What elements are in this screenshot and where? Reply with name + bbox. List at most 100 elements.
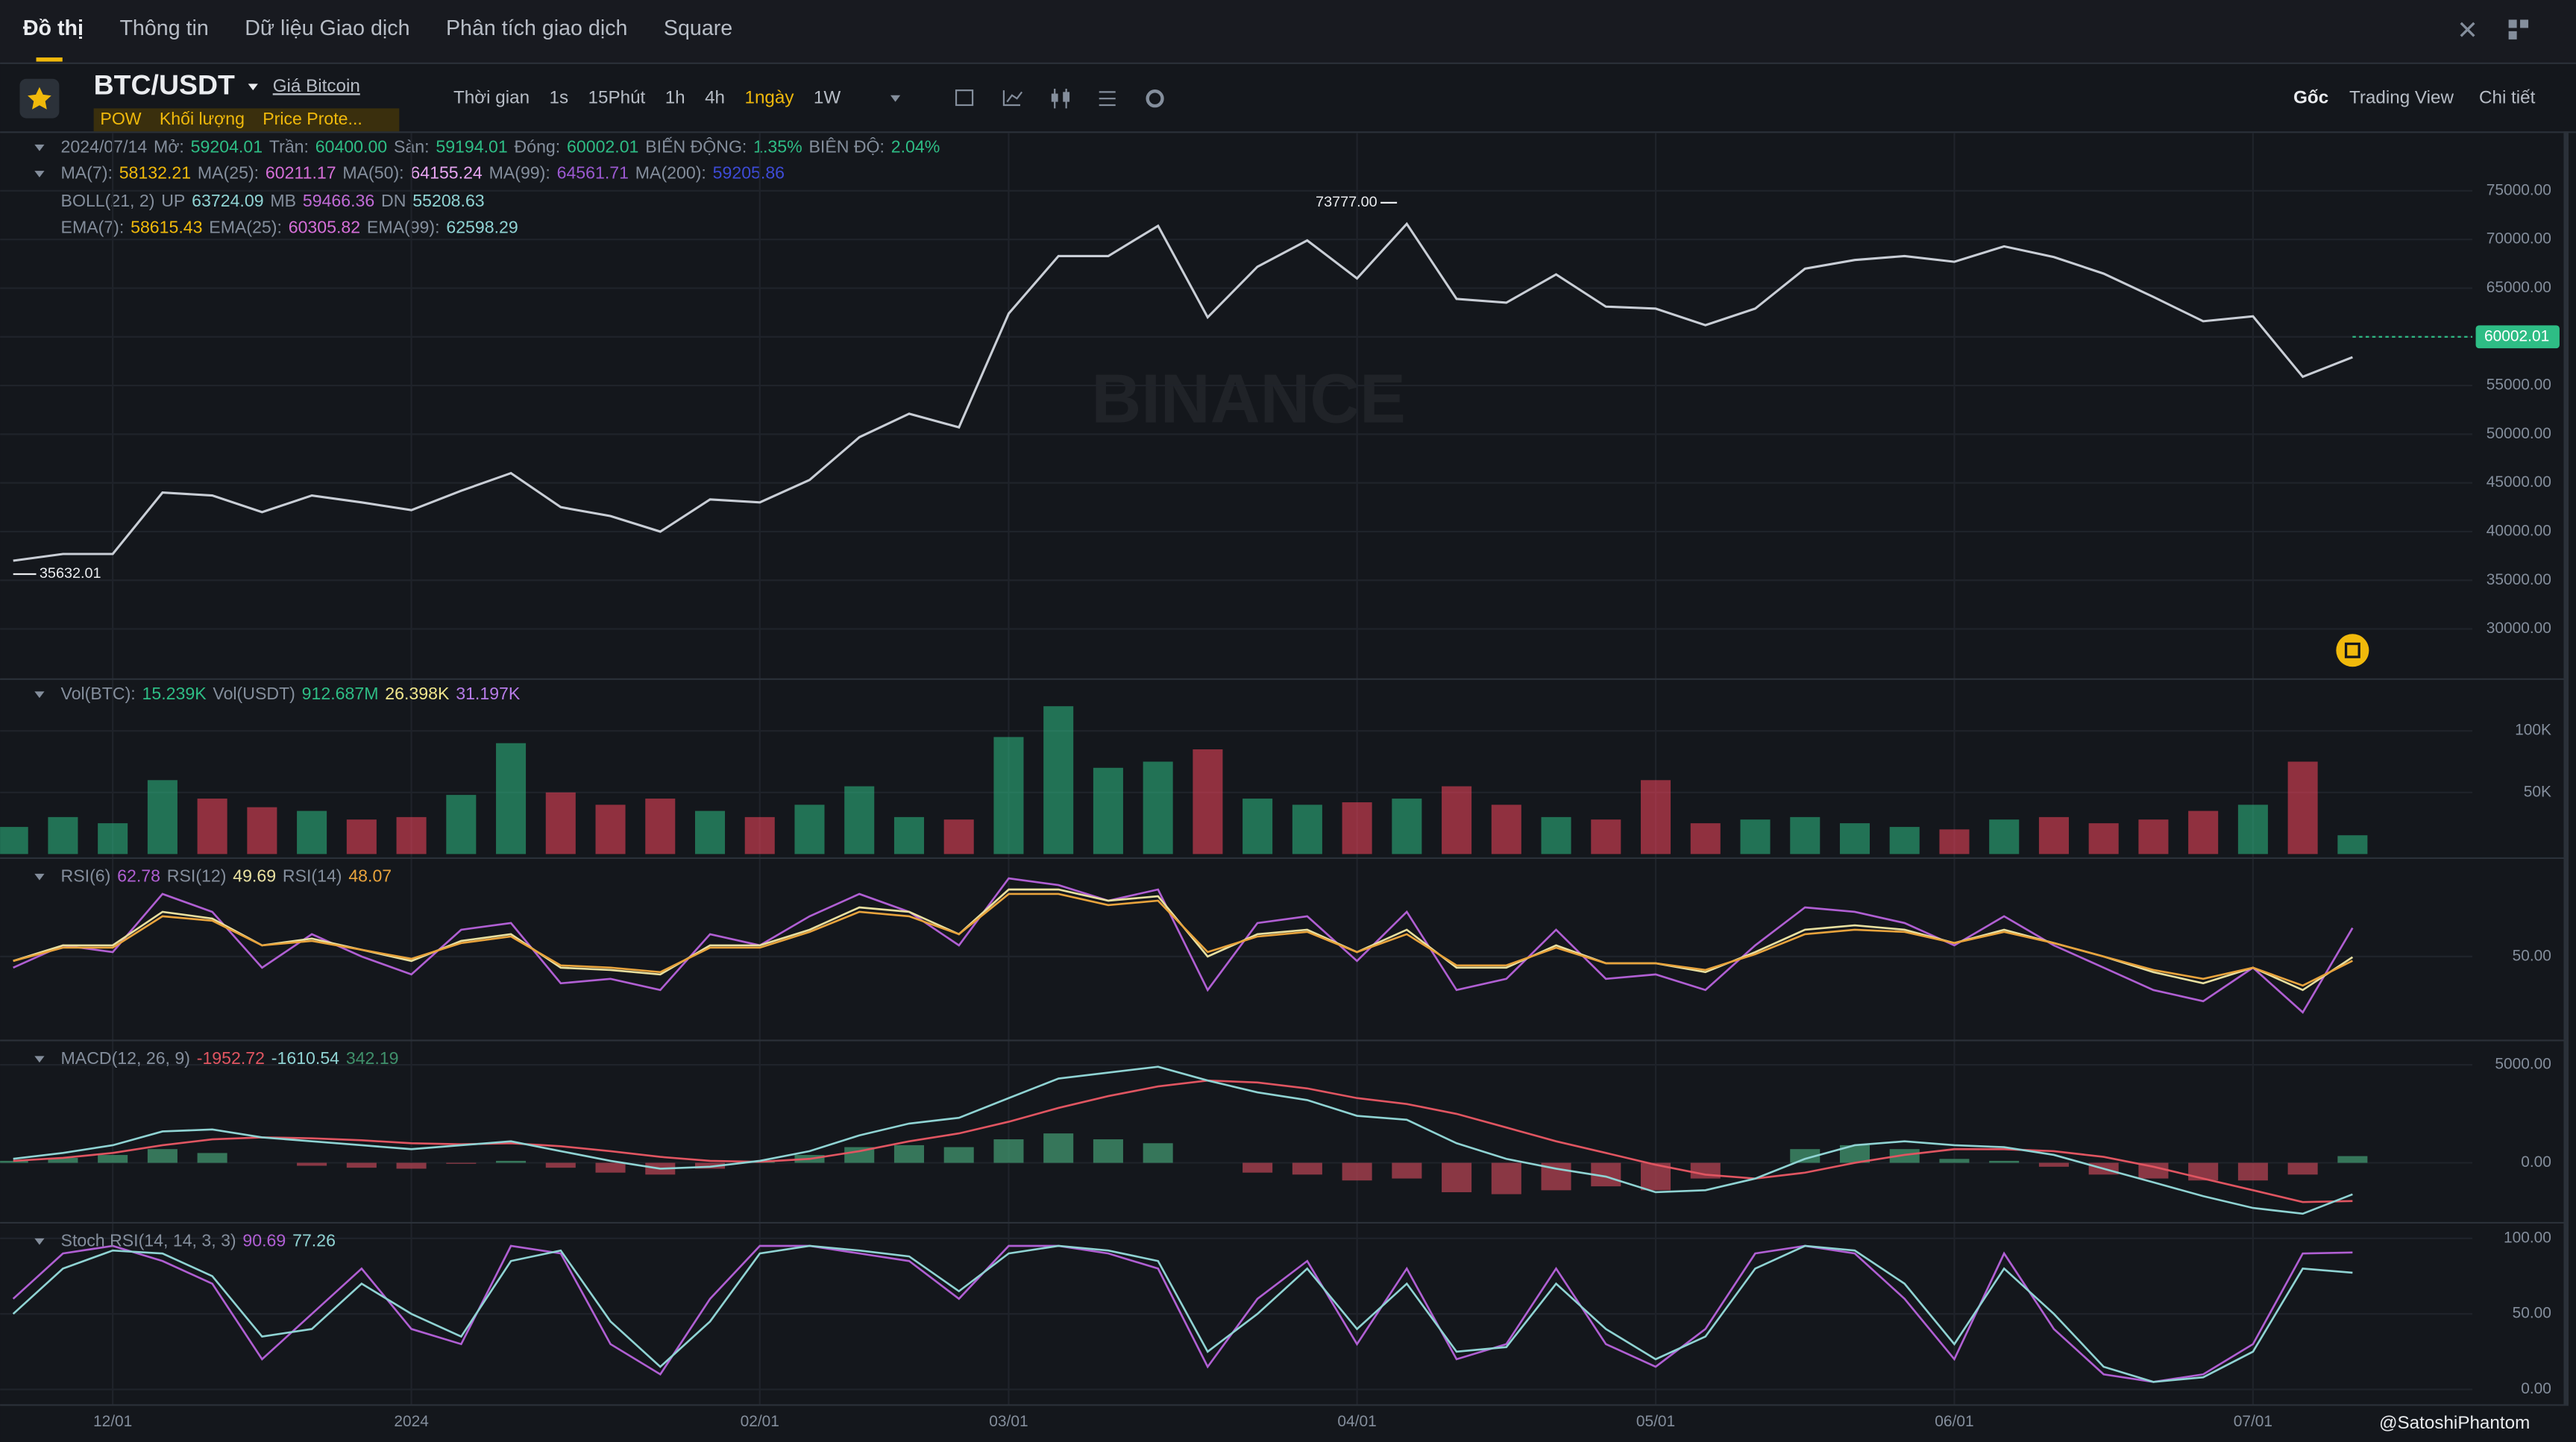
x-tick-label: 05/01	[1636, 1413, 1675, 1430]
macd-histogram-bar	[1939, 1159, 1970, 1163]
nav-tab[interactable]: Phân tích giao dịch	[446, 16, 627, 40]
info-item: Trần:	[269, 136, 309, 156]
y-tick-label: 30000.00	[2487, 620, 2551, 637]
volume-bar	[794, 805, 825, 854]
volume-bar	[645, 799, 676, 854]
legend-name: RSI(14)	[283, 866, 342, 885]
x-tick-label: 12/01	[93, 1413, 132, 1430]
volume-bar	[1243, 799, 1273, 854]
nav-tab[interactable]: Đồ thị	[23, 16, 84, 40]
notification-button[interactable]	[2336, 634, 2369, 667]
view-option[interactable]: Trading View	[2349, 88, 2454, 108]
volume-bar	[993, 737, 1024, 854]
volume-bar	[844, 786, 875, 854]
collapse-arrow[interactable]	[34, 691, 45, 699]
nav-tab[interactable]: Thông tin	[119, 16, 208, 40]
volume-bar	[1740, 819, 1771, 854]
interval-dropdown[interactable]	[890, 95, 901, 102]
macd-histogram-bar	[1839, 1145, 1870, 1163]
interval[interactable]: 1ngày	[744, 88, 794, 108]
tag: Price Prote...	[263, 109, 362, 128]
macd-histogram-bar	[496, 1160, 527, 1163]
settings-icon[interactable]	[1146, 89, 1164, 108]
y-tick-label: 35000.00	[2487, 571, 2551, 588]
volume-bar	[1591, 819, 1621, 854]
volume-bar	[2038, 816, 2069, 854]
interval[interactable]: 4h	[705, 88, 725, 108]
view-option[interactable]: Chi tiết	[2479, 88, 2536, 108]
indicator-line	[13, 892, 2353, 987]
macd-histogram-bar	[844, 1147, 875, 1163]
collapse-arrow[interactable]	[34, 1238, 45, 1245]
y-tick-label: 75000.00	[2487, 181, 2551, 198]
info-item: 2.04%	[891, 136, 940, 156]
indicator-icon[interactable]	[1002, 90, 1023, 107]
legend-value: 48.07	[348, 866, 392, 885]
y-tick-label: 40000.00	[2487, 522, 2551, 539]
collapse-arrow[interactable]	[34, 873, 45, 881]
plot-area	[0, 133, 2473, 1405]
fullscreen-icon[interactable]	[2460, 22, 2475, 37]
info-item: 1.35%	[753, 136, 802, 156]
legend-value: 342.19	[346, 1048, 399, 1068]
calendar-icon[interactable]	[955, 89, 974, 107]
legend-value: -1952.72	[197, 1048, 265, 1068]
nav-tab[interactable]: Dữ liệu Giao dịch	[245, 16, 409, 40]
collapse-arrow[interactable]	[34, 1056, 45, 1063]
legend-title: Vol(BTC):	[61, 684, 136, 703]
info-item: 59204.01	[191, 136, 263, 156]
info-item: MA(7):	[61, 163, 113, 183]
interval[interactable]: 15Phút	[588, 88, 646, 108]
collapse-arrow[interactable]	[34, 144, 45, 151]
top-bar	[0, 0, 2576, 63]
macd-histogram-bar	[2237, 1162, 2268, 1181]
y-tick-label: 45000.00	[2487, 473, 2551, 491]
volume-bar	[446, 795, 477, 854]
y-tick-label: 55000.00	[2487, 377, 2551, 394]
info-item: DN	[381, 191, 406, 210]
legend-value: -1610.54	[271, 1048, 339, 1068]
layout-icon[interactable]	[2508, 19, 2517, 28]
macd-histogram-bar	[98, 1155, 128, 1163]
x-tick-label: 2024	[394, 1413, 429, 1430]
macd-histogram-bar	[1889, 1149, 1920, 1163]
macd-histogram-bar	[595, 1162, 626, 1173]
info-item: BOLL(21, 2)	[61, 191, 155, 210]
x-tick-label: 07/01	[2234, 1413, 2272, 1430]
y-tick-label: 50.00	[2513, 947, 2551, 964]
macd-histogram-bar	[1392, 1162, 1422, 1179]
indicator-line	[13, 1079, 2353, 1203]
info-item: MA(50):	[342, 163, 403, 183]
macd-histogram-bar	[1491, 1162, 1521, 1194]
y-tick-label: 0.00	[2521, 1380, 2551, 1397]
volume-bar	[1193, 749, 1223, 854]
volume-bar	[545, 792, 576, 854]
macd-histogram-bar	[1243, 1162, 1273, 1173]
interval[interactable]: 1s	[549, 88, 568, 108]
indicator-line	[13, 1065, 2353, 1215]
symbol-link[interactable]: Giá Bitcoin	[273, 76, 360, 96]
y-tick-label: 70000.00	[2487, 230, 2551, 248]
interval[interactable]: 1W	[814, 88, 841, 108]
macd-histogram-bar	[197, 1153, 227, 1163]
high-label: 73777.00	[1316, 194, 1377, 210]
collapse-arrow[interactable]	[34, 171, 45, 177]
info-item: EMA(99):	[367, 217, 440, 236]
macd-histogram-bar	[2038, 1162, 2069, 1167]
legend-item: Vol(USDT)	[213, 684, 295, 703]
info-item: 60305.82	[289, 217, 360, 236]
legend-value: 90.69	[242, 1230, 286, 1250]
view-option[interactable]: Gốc	[2293, 88, 2328, 108]
template-icon[interactable]	[1099, 91, 1116, 107]
interval[interactable]: 1h	[665, 88, 685, 108]
volume-bar	[98, 823, 128, 854]
info-item: 59194.01	[436, 136, 507, 156]
y-tick-label: 5000.00	[2495, 1056, 2551, 1073]
volume-bar	[297, 810, 327, 854]
symbol: BTC/USDT	[94, 69, 235, 101]
volume-bar	[147, 780, 178, 854]
info-item: EMA(7):	[61, 217, 125, 236]
nav-tab[interactable]: Square	[664, 16, 732, 40]
symbol-dropdown[interactable]	[248, 84, 258, 91]
y-tick-label: 50000.00	[2487, 425, 2551, 442]
